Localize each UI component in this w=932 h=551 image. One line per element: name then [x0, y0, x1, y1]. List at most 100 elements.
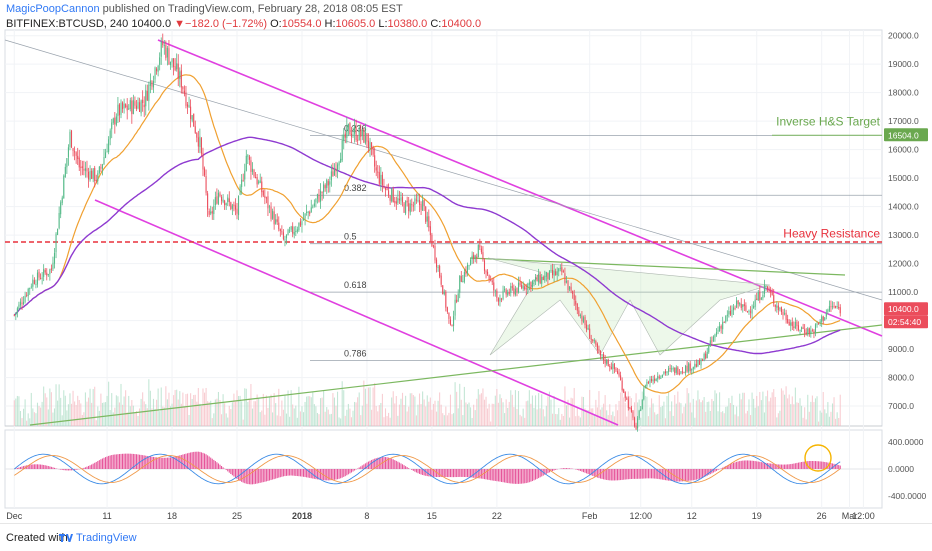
volume-bar [477, 389, 479, 426]
volume-bar [621, 388, 623, 426]
candle-body [822, 316, 824, 321]
volume-bar [77, 395, 79, 426]
tradingview-logo-icon [59, 534, 73, 542]
volume-bar [423, 399, 425, 426]
candle-body [762, 294, 764, 299]
volume-bar [112, 412, 114, 426]
volume-bar [159, 411, 161, 426]
volume-bar [104, 402, 107, 426]
volume-bar [298, 386, 300, 426]
volume-bar [422, 391, 424, 426]
volume-bar [562, 416, 564, 426]
volume-bar [612, 411, 614, 426]
volume-bar [30, 392, 32, 426]
volume-bar [514, 390, 516, 426]
author-link[interactable]: MagicPoopCannon [6, 3, 100, 15]
volume-bar [169, 406, 172, 426]
volume-bar [168, 392, 170, 426]
last-price-label-bg [884, 302, 928, 316]
volume-bar [84, 392, 86, 426]
candle-body [709, 340, 711, 346]
candle-body [77, 155, 79, 159]
volume-bar [411, 393, 413, 426]
volume-bar [525, 401, 527, 426]
candle-body [343, 134, 345, 141]
volume-bar [565, 405, 568, 426]
macd-tick-label: -400.0000 [888, 491, 927, 501]
candle-body [139, 102, 141, 112]
candle-body [264, 195, 266, 198]
candle-body [686, 365, 688, 372]
candle-body [35, 284, 37, 286]
candle-body [437, 266, 439, 269]
candle-body [211, 211, 213, 214]
volume-bar [462, 415, 464, 426]
candle-body [528, 282, 530, 285]
volume-bar [307, 396, 309, 426]
volume-bar [757, 406, 759, 426]
volume-bar [177, 399, 179, 426]
candle-body [268, 206, 271, 208]
volume-bar [108, 381, 110, 426]
volume-bar [663, 401, 665, 426]
candle-body [650, 379, 653, 382]
candle-body [525, 288, 527, 290]
candle-body [255, 176, 257, 179]
tradingview-link[interactable]: TradingView [76, 532, 137, 544]
candle-body [833, 306, 835, 308]
volume-bar [446, 415, 448, 426]
candle-body [415, 199, 417, 201]
candle-body [248, 156, 250, 160]
candle-body [838, 307, 840, 309]
volume-bar [94, 386, 96, 426]
y-tick-label: 11000.0 [888, 287, 918, 297]
open-value: 10554.0 [281, 18, 322, 30]
candle-body [118, 104, 120, 116]
volume-bar [485, 396, 487, 426]
volume-bar [60, 397, 62, 426]
volume-bar [827, 402, 829, 426]
candle-body [627, 399, 629, 409]
volume-bar [521, 416, 523, 426]
volume-bar [374, 382, 376, 426]
candle-body [357, 139, 359, 141]
candle-body [420, 204, 422, 210]
candle-body [53, 252, 56, 264]
volume-bar [669, 411, 671, 426]
volume-bar [415, 415, 417, 426]
candle-body [315, 198, 317, 203]
candle-body [278, 222, 280, 230]
candle-body [804, 329, 806, 333]
volume-bar [278, 388, 280, 426]
candle-body [221, 196, 223, 201]
volume-bar [114, 407, 116, 426]
volume-bar [660, 407, 662, 426]
candle-body [454, 299, 456, 316]
volume-bar [50, 392, 52, 426]
candle-body [197, 137, 199, 147]
candle-body [717, 330, 719, 332]
price-chart[interactable]: 0.236 0.382 0.5 0.618 0.786 Inverse H&S Targ… [0, 0, 932, 523]
volume-bar [126, 412, 128, 426]
low-label: L: [378, 18, 388, 30]
candle-body [203, 168, 206, 176]
candle-body [811, 330, 813, 332]
candle-body [805, 332, 807, 335]
volume-bar [120, 383, 122, 426]
volume-bar [420, 404, 422, 426]
price-pane-frame [4, 29, 883, 427]
volume-bar [825, 413, 827, 426]
candle-body [222, 199, 224, 202]
candle-body [210, 211, 212, 214]
candle-body [706, 352, 708, 359]
candle-body [15, 312, 17, 315]
volume-bar [405, 395, 407, 426]
volume-bar [358, 392, 360, 426]
volume-bar [745, 413, 747, 426]
candle-body [669, 368, 671, 370]
volume-bar [398, 404, 400, 426]
volume-bar [762, 391, 764, 426]
volume-bar [743, 392, 745, 426]
candle-body [768, 288, 770, 291]
candle-body [801, 327, 803, 329]
